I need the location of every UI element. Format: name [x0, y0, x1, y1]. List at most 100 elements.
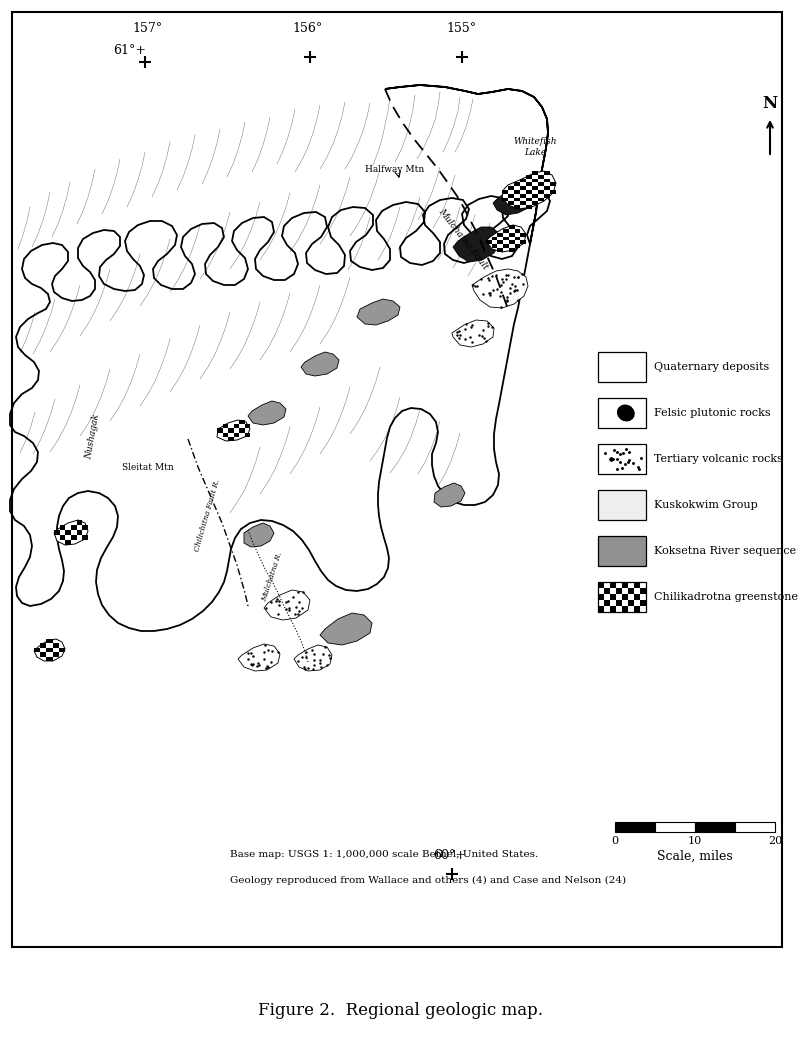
Bar — [71, 525, 77, 530]
Bar — [622, 606, 628, 612]
Bar — [735, 822, 775, 832]
Bar — [82, 525, 88, 530]
Bar — [598, 444, 646, 474]
Bar — [492, 237, 498, 241]
Bar — [538, 182, 544, 186]
Bar — [520, 186, 526, 190]
Text: 155°: 155° — [447, 22, 477, 35]
Bar — [520, 179, 526, 182]
Bar — [492, 244, 498, 248]
Text: Geology reproduced from Wallace and others (4) and Case and Nelson (24): Geology reproduced from Wallace and othe… — [230, 876, 626, 885]
Bar — [46, 656, 53, 661]
Polygon shape — [248, 401, 286, 425]
Bar — [71, 535, 77, 540]
Bar — [514, 205, 520, 209]
Bar — [544, 194, 550, 198]
Bar — [610, 582, 616, 588]
Polygon shape — [453, 227, 500, 262]
Bar — [53, 652, 59, 656]
Bar — [514, 229, 520, 232]
Text: Mulchatna R.: Mulchatna R. — [260, 551, 284, 603]
Text: Chilikadrotna greenstone: Chilikadrotna greenstone — [654, 592, 798, 602]
Bar — [514, 237, 520, 241]
Bar — [34, 648, 40, 652]
Bar — [508, 186, 514, 190]
Polygon shape — [434, 483, 465, 507]
Bar — [502, 190, 508, 194]
Bar — [538, 198, 544, 201]
Bar — [509, 248, 514, 252]
Bar — [509, 232, 514, 237]
Polygon shape — [320, 612, 372, 645]
Bar — [604, 588, 610, 594]
Text: Scale, miles: Scale, miles — [657, 850, 733, 863]
Bar — [598, 594, 604, 600]
Bar — [234, 424, 239, 428]
Polygon shape — [10, 85, 550, 631]
Bar — [82, 535, 88, 540]
Bar — [498, 232, 503, 237]
Bar — [598, 606, 604, 612]
Polygon shape — [264, 591, 310, 620]
Bar — [655, 822, 695, 832]
Bar — [508, 194, 514, 198]
Bar — [622, 582, 628, 588]
Bar — [640, 600, 646, 606]
Bar — [550, 190, 556, 194]
Bar — [616, 600, 622, 606]
Ellipse shape — [617, 404, 634, 422]
Bar — [66, 530, 71, 535]
Bar — [509, 241, 514, 244]
Text: Mulchatna Fault: Mulchatna Fault — [437, 206, 490, 271]
Bar — [239, 428, 245, 432]
Text: Koksetna River sequence: Koksetna River sequence — [654, 545, 796, 556]
Bar — [634, 582, 640, 588]
Text: 10: 10 — [688, 836, 702, 846]
Bar — [228, 428, 234, 432]
Polygon shape — [357, 299, 400, 325]
Bar — [526, 205, 532, 209]
Bar — [54, 530, 60, 535]
Text: Kuskokwim Group: Kuskokwim Group — [654, 500, 758, 510]
Text: 156°: 156° — [293, 22, 323, 35]
Text: Tertiary volcanic rocks: Tertiary volcanic rocks — [654, 454, 783, 464]
Polygon shape — [238, 644, 280, 671]
Bar — [59, 648, 65, 652]
Bar — [222, 432, 228, 437]
Polygon shape — [472, 269, 528, 308]
Bar — [538, 175, 544, 179]
Bar — [514, 244, 520, 248]
Polygon shape — [502, 171, 556, 209]
Bar — [12, 12, 782, 946]
Bar — [532, 186, 538, 190]
Bar — [616, 588, 622, 594]
Text: Sleitat Mtn: Sleitat Mtn — [122, 463, 174, 471]
Bar — [532, 171, 538, 175]
Text: Quaternary deposits: Quaternary deposits — [654, 362, 770, 372]
Polygon shape — [294, 645, 332, 671]
Text: Halfway Mtn: Halfway Mtn — [366, 164, 425, 174]
Bar — [610, 606, 616, 612]
Bar — [628, 600, 634, 606]
Bar — [628, 588, 634, 594]
Bar — [532, 179, 538, 182]
Bar — [538, 190, 544, 194]
Text: 61°+: 61°+ — [114, 44, 146, 57]
Bar — [46, 648, 53, 652]
Bar — [544, 179, 550, 182]
Bar — [526, 198, 532, 201]
Bar — [228, 437, 234, 441]
Bar — [544, 186, 550, 190]
Bar — [520, 194, 526, 198]
Polygon shape — [217, 420, 250, 441]
Bar — [598, 398, 646, 428]
Text: 157°: 157° — [133, 22, 163, 35]
Text: Chilichitna Fault R.: Chilichitna Fault R. — [193, 477, 221, 552]
Bar — [245, 432, 250, 437]
Polygon shape — [244, 524, 274, 547]
Polygon shape — [34, 639, 65, 661]
Text: 20: 20 — [768, 836, 782, 846]
Bar — [622, 594, 628, 600]
Bar — [598, 582, 604, 588]
Polygon shape — [301, 352, 339, 376]
